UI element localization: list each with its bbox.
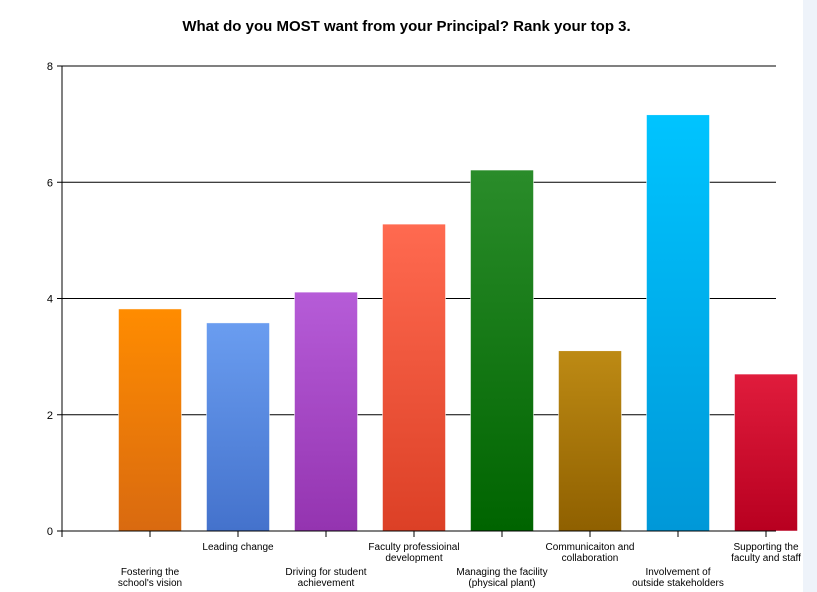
bar bbox=[118, 308, 182, 532]
bar bbox=[206, 322, 270, 532]
bars bbox=[118, 114, 798, 532]
y-tick-label: 4 bbox=[47, 294, 53, 306]
axes bbox=[57, 65, 776, 537]
y-tick-label: 8 bbox=[47, 61, 53, 73]
y-tick-label: 0 bbox=[47, 526, 53, 538]
window-edge bbox=[803, 0, 817, 592]
bar bbox=[382, 223, 446, 532]
bar bbox=[646, 114, 710, 532]
bar bbox=[558, 350, 622, 532]
bar bbox=[734, 373, 798, 532]
category-label: Supporting the faculty and staff bbox=[731, 542, 801, 564]
bar bbox=[470, 169, 534, 532]
y-tick-label: 6 bbox=[47, 177, 53, 189]
category-label: Leading change bbox=[202, 542, 274, 553]
tick-labels: 0 2 4 6 8 Fostering the school's vision Leading… bbox=[47, 61, 801, 589]
bar bbox=[294, 291, 358, 532]
category-label: Managing the facility (physical plant) bbox=[456, 567, 547, 589]
y-tick-label: 2 bbox=[47, 410, 53, 422]
category-label: Faculty professioinal development bbox=[368, 542, 459, 564]
category-label: Fostering the school's vision bbox=[118, 567, 182, 589]
chart-title: What do you MOST want from your Principa… bbox=[182, 18, 631, 35]
category-label: Involvement of outside stakeholders bbox=[632, 567, 724, 589]
category-label: Communicaiton and collaboration bbox=[546, 542, 635, 564]
category-label: Driving for student achievement bbox=[285, 567, 366, 589]
